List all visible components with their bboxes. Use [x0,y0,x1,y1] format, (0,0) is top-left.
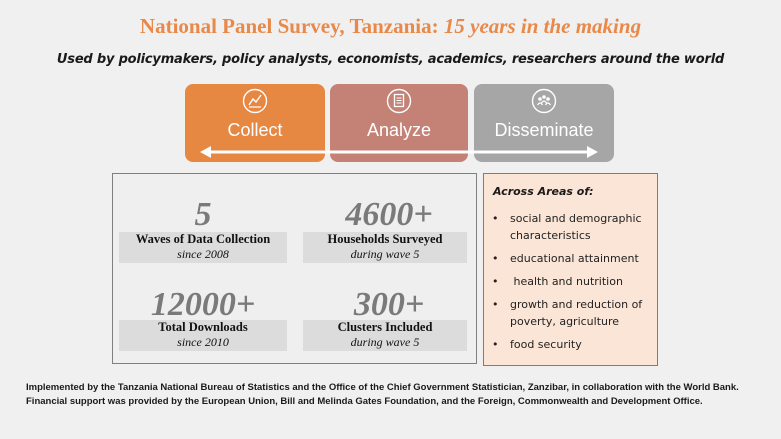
list-item: food security [492,336,652,353]
footer-note: Implemented by the Tanzania National Bur… [26,382,739,407]
stat-label-band: Waves of Data Collection since 2008 [119,232,287,263]
stat-label: Waves of Data Collection [135,232,271,246]
stat-label: Clusters Included [337,320,433,334]
stat-sub: since 2008 [177,247,229,261]
stat-label: Total Downloads [158,320,248,334]
stat-number: 300+ [353,286,425,323]
title-main: National Panel Survey, Tanzania: [139,14,439,38]
stage-analyze: Analyze [330,84,468,162]
stage-label: Analyze [366,120,432,140]
page-title: National Panel Survey, Tanzania: 15 year… [0,14,781,39]
stat-label: Households Surveyed [327,232,443,246]
areas-panel: Across Areas of: social and demographic … [483,173,658,366]
chart-icon [242,88,268,114]
stat-sub: since 2010 [177,335,229,349]
stats-panel: 5 Waves of Data Collection since 2008 46… [112,173,477,364]
subtitle: Used by policymakers, policy analysts, e… [56,52,725,67]
stage-label: Collect [227,120,283,140]
areas-list: social and demographic characteristics e… [492,210,652,353]
stat-sub: during wave 5 [350,335,420,349]
stat-label-band: Households Surveyed during wave 5 [303,232,467,263]
list-item: social and demographic characteristics [492,210,652,244]
stat-sub: during wave 5 [350,247,420,261]
list-item: growth and reduction of poverty, agricul… [492,296,652,330]
list-item: health and nutrition [492,273,652,290]
document-icon [386,88,412,114]
title-emphasis: 15 years in the making [443,14,642,38]
areas-heading: Across Areas of: [493,185,594,198]
people-network-icon [531,88,557,114]
stat-label-band: Total Downloads since 2010 [119,320,287,351]
stat-number: 12000+ [150,286,256,323]
double-arrow-icon [200,146,598,158]
stat-number: 5 [194,196,212,233]
stat-number: 4600+ [345,196,433,233]
stat-label-band: Clusters Included during wave 5 [303,320,467,351]
list-item: educational attainment [492,250,652,267]
stage-label: Disseminate [494,120,594,140]
